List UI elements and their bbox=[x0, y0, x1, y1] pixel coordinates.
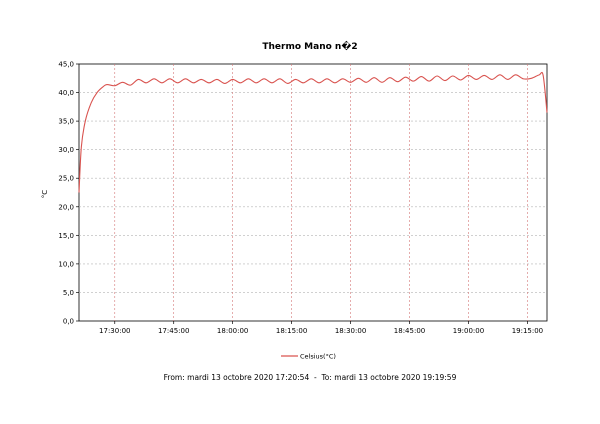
gridlines bbox=[79, 64, 547, 321]
y-tick-label: 10,0 bbox=[58, 260, 74, 268]
series-layer bbox=[78, 71, 548, 193]
y-tick-label: 35,0 bbox=[58, 118, 74, 126]
y-tick-label: 5,0 bbox=[63, 289, 74, 297]
y-axis-title: °C bbox=[41, 190, 49, 199]
x-axis: 17:30:00 17:45:00 18:00:00 18:15:00 18:30:00… bbox=[99, 321, 543, 335]
x-tick-label: 18:15:00 bbox=[276, 327, 307, 335]
x-tick-label: 18:00:00 bbox=[217, 327, 248, 335]
y-tick-label: 20,0 bbox=[58, 203, 74, 211]
y-tick-label: 30,0 bbox=[58, 146, 74, 154]
x-tick-label: 17:45:00 bbox=[158, 327, 189, 335]
x-tick-label: 17:30:00 bbox=[99, 327, 130, 335]
date-range-footer: From: mardi 13 octobre 2020 17:20:54 - T… bbox=[164, 373, 457, 382]
plot-frame bbox=[78, 63, 548, 322]
y-tick-label: 25,0 bbox=[58, 175, 74, 183]
y-tick-label: 0,0 bbox=[63, 318, 74, 326]
x-tick-label: 18:30:00 bbox=[335, 327, 366, 335]
y-axis: 0,0 5,0 10,0 15,0 20,0 25,0 30,0 35,0 40,0 45,0 bbox=[58, 61, 79, 326]
x-tick-label: 19:00:00 bbox=[453, 327, 484, 335]
chart-title: Thermo Mano n�2 bbox=[262, 40, 357, 52]
x-tick-label: 18:45:00 bbox=[394, 327, 425, 335]
y-tick-label: 45,0 bbox=[58, 61, 74, 69]
y-tick-label: 15,0 bbox=[58, 232, 74, 240]
series-line-0 bbox=[78, 71, 548, 193]
y-tick-label: 40,0 bbox=[58, 89, 74, 97]
legend-label-celsius: Celsius(°C) bbox=[300, 353, 336, 361]
x-tick-label: 19:15:00 bbox=[512, 327, 543, 335]
legend: Celsius(°C) bbox=[281, 353, 336, 361]
